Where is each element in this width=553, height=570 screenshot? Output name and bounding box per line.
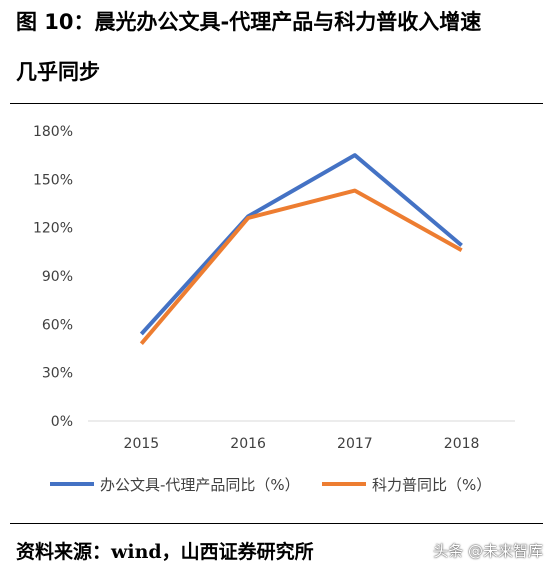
y-tick-label: 90% <box>42 269 73 285</box>
x-tick-label: 2015 <box>124 436 160 452</box>
x-tick-label: 2017 <box>337 436 373 452</box>
source-note: 资料来源：wind，山西证券研究所 <box>16 541 314 563</box>
x-axis: 2015 2016 2017 2018 <box>124 436 480 452</box>
legend-label: 科力普同比（%） <box>372 476 491 494</box>
bottom-rule <box>10 523 543 524</box>
x-tick-label: 2018 <box>444 436 480 452</box>
series-lines <box>139 153 463 345</box>
y-tick-label: 0% <box>51 414 73 430</box>
y-axis: 0% 30% 60% 90% 120% 150% 180% <box>33 124 73 430</box>
watermark: 头条 @未来智库 <box>433 542 543 560</box>
legend-label: 办公文具-代理产品同比（%） <box>100 476 300 494</box>
series-line-1 <box>139 153 463 336</box>
figure-title: 图 10：晨光办公文具-代理产品与科力普收入增速 <box>16 10 482 34</box>
y-tick-label: 120% <box>33 221 73 237</box>
figure-title-continued: 几乎同步 <box>16 60 100 84</box>
top-rule <box>10 103 543 104</box>
y-tick-label: 150% <box>33 172 73 188</box>
x-tick-label: 2016 <box>230 436 266 452</box>
y-tick-label: 60% <box>42 317 73 333</box>
y-tick-label: 180% <box>33 124 73 140</box>
series-line-2 <box>139 188 463 345</box>
line-chart: 0% 30% 60% 90% 120% 150% 180% 2015 2016 2017 2018… <box>33 124 515 494</box>
y-tick-label: 30% <box>42 366 73 382</box>
legend: 办公文具-代理产品同比（%） 科力普同比（%） <box>50 476 491 494</box>
